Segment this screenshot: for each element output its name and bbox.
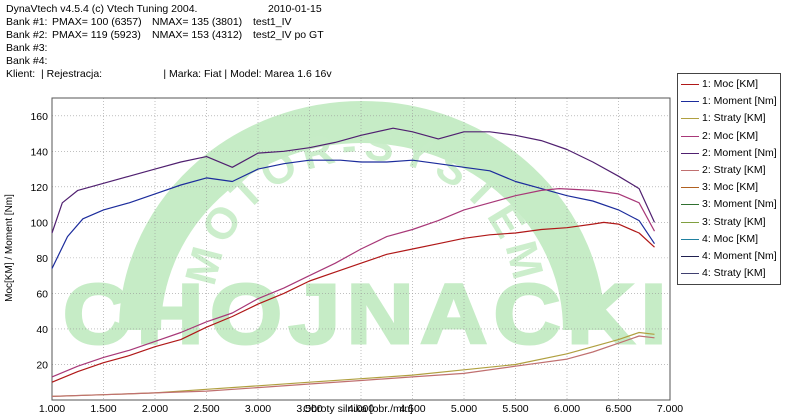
legend-label: 2: Moc [KM] (702, 129, 759, 142)
x-tick-label: 7.000 (657, 403, 683, 415)
legend-swatch (681, 170, 699, 171)
x-tick-label: 1.000 (39, 403, 65, 415)
app-title: DynaVtech v4.5.4 (c) Vtech Tuning 2004. (6, 3, 198, 15)
x-tick-label: 3.000 (245, 403, 271, 415)
x-tick-label: 3.500 (296, 403, 322, 415)
y-tick-label: 60 (36, 288, 48, 300)
legend-swatch (681, 187, 699, 189)
legend-label: 3: Moment [Nm] (702, 198, 777, 211)
x-tick-label: 6.000 (554, 403, 580, 415)
legend-swatch (681, 101, 699, 103)
legend-swatch (681, 204, 699, 206)
x-tick-label: 4.000 (348, 403, 374, 415)
series-layer (51, 127, 656, 397)
legend-item: 1: Moc [KM] (678, 76, 780, 92)
x-tick-label: 1.500 (90, 403, 116, 415)
x-tick-label: 6.500 (605, 403, 631, 415)
legend-label: 4: Straty [KM] (702, 267, 766, 280)
bank2-name: test2_IV po GT (253, 29, 324, 41)
legend-item: 2: Straty [KM] (678, 162, 780, 178)
y-axis-label: Moc[KM] / Moment [Nm] (4, 194, 15, 302)
bank3-label: Bank #3: (6, 42, 48, 54)
watermark-circle (119, 101, 605, 331)
watermark-bottom-text: CHOJNACKI (63, 267, 673, 361)
bank2-nmax: NMAX= 153 (4312) (152, 29, 243, 41)
bank1-pmax: PMAX= 100 (6357) (52, 16, 142, 28)
y-tick-label: 100 (30, 217, 48, 229)
y-tick-label: 20 (36, 359, 48, 371)
series-line-2 (51, 159, 655, 269)
legend-swatch (681, 84, 699, 85)
bank4-label: Bank #4: (6, 55, 48, 67)
legend-label: 4: Moment [Nm] (702, 250, 777, 262)
legend-item: 2: Moc [KM] (678, 128, 780, 144)
bank1-label: Bank #1: (6, 16, 48, 28)
legend: 1: Moc [KM] 1: Moment [Nm] 1: Straty [KM] 2… (677, 73, 781, 285)
legend-item: 3: Moment [Nm] (678, 196, 780, 212)
legend-item: 4: Moment [Nm] (678, 248, 780, 264)
legend-swatch (681, 118, 699, 120)
x-tick-label: 2.500 (193, 403, 219, 415)
y-tick-label: 120 (30, 182, 48, 194)
legend-swatch (681, 152, 699, 154)
x-tick-label: 5.000 (451, 403, 477, 415)
legend-item: 1: Moment [Nm] (678, 93, 780, 109)
legend-item: 2: Moment [Nm] (678, 145, 780, 161)
y-tick-label: 160 (30, 111, 48, 123)
test-date: 2010-01-15 (268, 3, 322, 15)
legend-swatch (681, 135, 699, 137)
series-line-1 (51, 221, 655, 383)
legend-swatch (681, 273, 699, 275)
x-axis-label: Obroty silnika [obr./min] (303, 403, 413, 415)
legend-swatch (681, 221, 699, 223)
legend-item: 3: Straty [KM] (678, 214, 780, 230)
legend-label: 2: Straty [KM] (702, 164, 766, 176)
legend-item: 4: Straty [KM] (678, 265, 780, 281)
y-tick-label: 40 (36, 324, 48, 336)
x-axis-ticks: 1.000 1.500 2.000 2.500 3.000 3.500 4.000 4.500… (39, 403, 683, 415)
bank1-name: test1_IV (253, 16, 292, 28)
legend-swatch (681, 256, 699, 257)
legend-swatch (681, 238, 699, 240)
legend-label: 3: Moc [KM] (702, 181, 759, 194)
legend-item: 3: Moc [KM] (678, 179, 780, 195)
series-line-6 (51, 335, 655, 397)
series-line-4 (51, 188, 656, 378)
x-tick-label: 2.000 (142, 403, 168, 415)
legend-label: 1: Moc [KM] (702, 78, 759, 90)
watermark: MOTOR-SYSTEM CHOJNACKI (62, 101, 673, 363)
legend-label: 1: Straty [KM] (702, 112, 766, 125)
bank1-nmax: NMAX= 135 (3801) (152, 16, 243, 28)
bank2-pmax: PMAX= 119 (5923) (52, 29, 141, 41)
bank2-label: Bank #2: (6, 29, 48, 41)
legend-label: 4: Moc [KM] (702, 232, 759, 245)
legend-label: 3: Straty [KM] (702, 215, 766, 228)
y-axis-ticks: 20 40 60 80 100 120 140 160 (30, 111, 48, 372)
client-line: Klient: | Rejestracja: | Marka: Fiat | M… (6, 68, 332, 80)
legend-label: 2: Moment [Nm] (702, 146, 777, 159)
y-tick-label: 140 (30, 146, 48, 158)
legend-item: 1: Straty [KM] (678, 110, 780, 126)
plot-area-frame (51, 97, 671, 401)
x-tick-label: 4.500 (399, 403, 425, 415)
series-line-5 (51, 127, 656, 234)
x-tick-label: 5.500 (502, 403, 528, 415)
y-tick-label: 80 (36, 253, 48, 265)
legend-label: 1: Moment [Nm] (702, 95, 777, 108)
legend-item: 4: Moc [KM] (678, 231, 780, 247)
